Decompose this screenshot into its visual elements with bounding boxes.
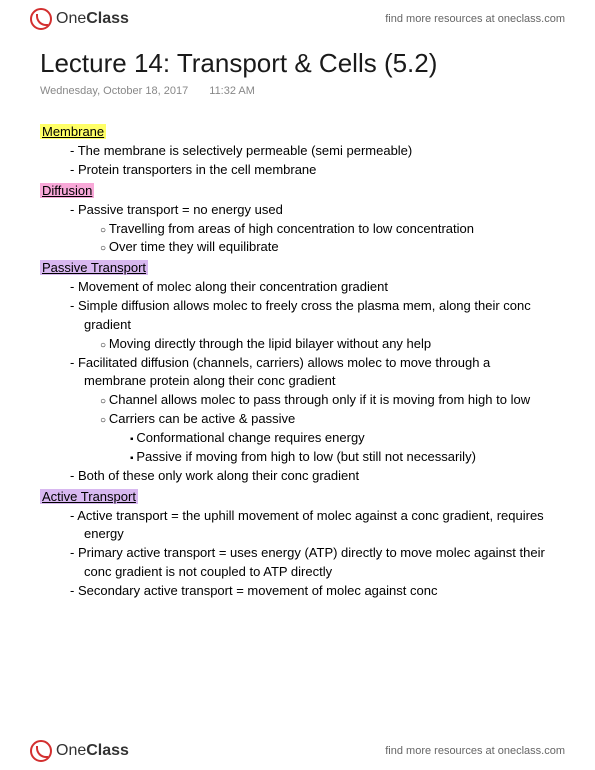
heading-passive-transport: Passive Transport	[40, 260, 148, 275]
header-tagline: find more resources at oneclass.com	[385, 13, 565, 25]
heading-membrane: Membrane	[40, 124, 106, 139]
page-header: OneClass find more resources at oneclass…	[0, 0, 595, 38]
footer-tagline: find more resources at oneclass.com	[385, 745, 565, 757]
brand-name-part2: Class	[86, 742, 129, 759]
logo-icon	[30, 740, 52, 762]
sub-bullet: Travelling from areas of high concentrat…	[100, 220, 555, 239]
sub-sub-bullet: Passive if moving from high to low (but …	[130, 448, 555, 467]
bullet: Movement of molec along their concentrat…	[70, 278, 555, 297]
brand-logo: OneClass	[30, 8, 129, 30]
section-active-transport: Active Transport	[40, 488, 555, 506]
bullet: Facilitated diffusion (channels, carrier…	[70, 354, 555, 392]
sub-bullet: Moving directly through the lipid bilaye…	[100, 335, 555, 354]
bullet: Protein transporters in the cell membran…	[70, 161, 555, 180]
bullet: Secondary active transport = movement of…	[70, 582, 555, 601]
section-passive-transport: Passive Transport	[40, 259, 555, 277]
section-diffusion: Diffusion	[40, 182, 555, 200]
doc-time: 11:32 AM	[209, 85, 255, 97]
sub-bullet: Channel allows molec to pass through onl…	[100, 391, 555, 410]
document-body: Lecture 14: Transport & Cells (5.2) Wedn…	[40, 48, 555, 730]
brand-name-part1: One	[56, 742, 86, 759]
bullet: Primary active transport = uses energy (…	[70, 544, 555, 582]
bullet: Passive transport = no energy used	[70, 201, 555, 220]
logo-icon	[30, 8, 52, 30]
bullet: Both of these only work along their conc…	[70, 467, 555, 486]
sub-sub-bullet: Conformational change requires energy	[130, 429, 555, 448]
sub-bullet: Carriers can be active & passive	[100, 410, 555, 429]
bullet: Active transport = the uphill movement o…	[70, 507, 555, 545]
brand-name: OneClass	[56, 10, 129, 28]
brand-logo-footer: OneClass	[30, 740, 129, 762]
bullet: Simple diffusion allows molec to freely …	[70, 297, 555, 335]
doc-date: Wednesday, October 18, 2017	[40, 85, 188, 97]
heading-active-transport: Active Transport	[40, 489, 138, 504]
brand-name-part2: Class	[86, 10, 129, 27]
section-membrane: Membrane	[40, 123, 555, 141]
heading-diffusion: Diffusion	[40, 183, 94, 198]
page-footer: OneClass find more resources at oneclass…	[0, 732, 595, 770]
sub-bullet: Over time they will equilibrate	[100, 238, 555, 257]
document-meta: Wednesday, October 18, 2017 11:32 AM	[40, 85, 555, 97]
page-title: Lecture 14: Transport & Cells (5.2)	[40, 48, 555, 79]
brand-name-part1: One	[56, 10, 86, 27]
bullet: The membrane is selectively permeable (s…	[70, 142, 555, 161]
brand-name-footer: OneClass	[56, 742, 129, 760]
